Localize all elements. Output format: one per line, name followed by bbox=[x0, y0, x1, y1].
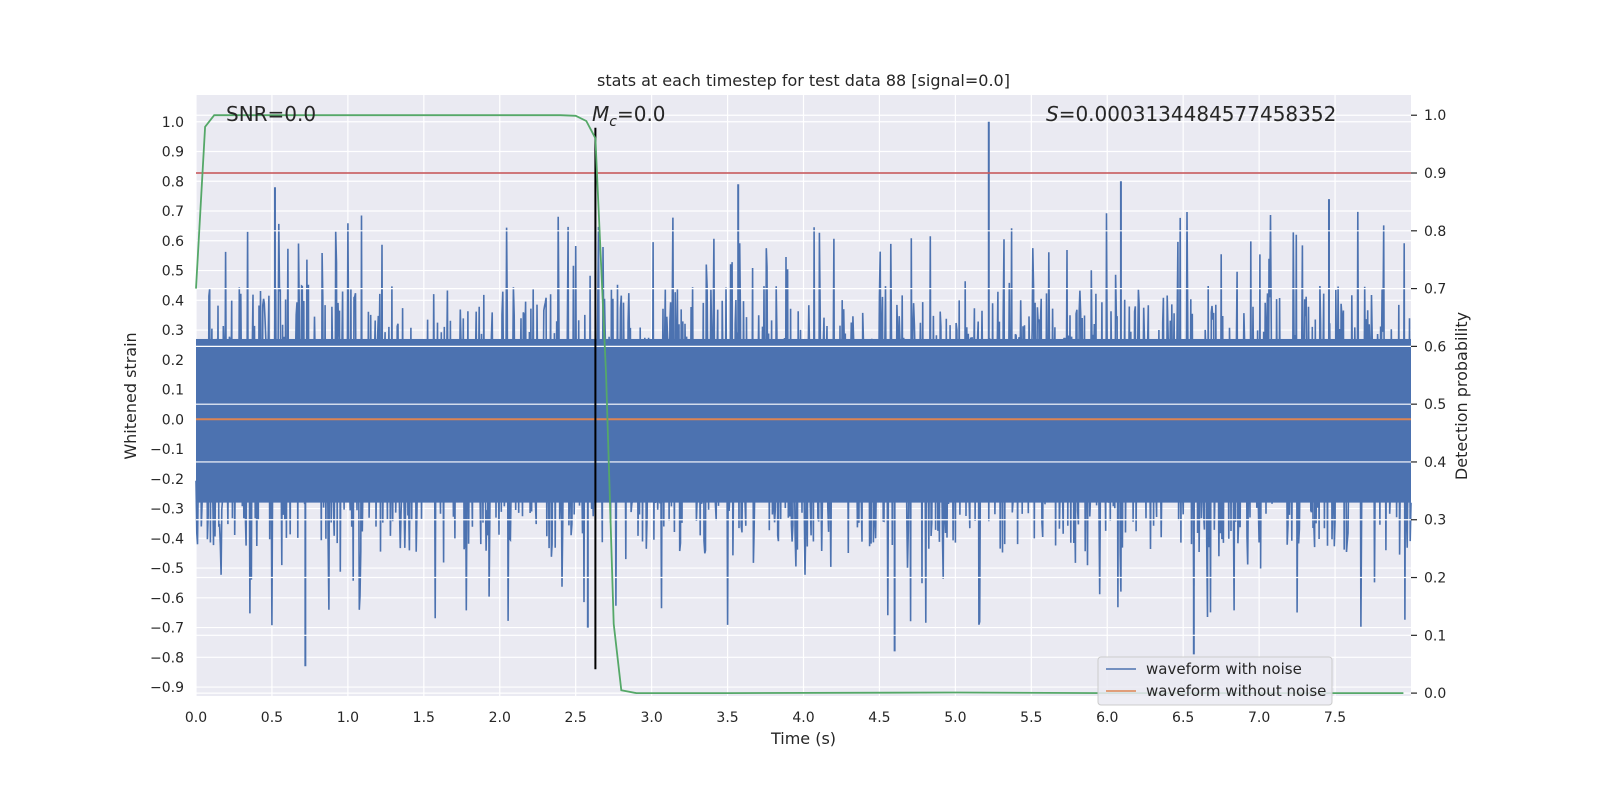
x-tick-label: 5.0 bbox=[944, 710, 966, 726]
y-tick-label-right: 0.6 bbox=[1424, 339, 1446, 355]
legend-frame bbox=[1097, 656, 1333, 706]
y-tick-label-right: 0.4 bbox=[1424, 455, 1446, 471]
x-tick-label: 1.0 bbox=[337, 710, 359, 726]
y-tick-label-left: 0.0 bbox=[162, 412, 184, 428]
y-tick-label-left: 0.4 bbox=[162, 293, 184, 309]
y-tick-label-right: 0.9 bbox=[1424, 166, 1446, 182]
x-tick-label: 3.5 bbox=[716, 710, 738, 726]
legend: waveform with noise waveform without noi… bbox=[1097, 656, 1333, 706]
y-tick-label-left: 1.0 bbox=[162, 115, 184, 131]
x-tick-label: 2.0 bbox=[489, 710, 511, 726]
y-tick-label-left: −0.1 bbox=[150, 442, 184, 458]
y-tick-label-right: 0.2 bbox=[1424, 571, 1446, 587]
y-tick-label-left: −0.6 bbox=[150, 591, 184, 607]
y-tick-label-left: −0.7 bbox=[150, 621, 184, 637]
mc-subscript: c bbox=[609, 114, 617, 130]
x-tick-label: 0.0 bbox=[185, 710, 207, 726]
x-tick-label: 0.5 bbox=[261, 710, 283, 726]
y-axis-label-left: Whitened strain bbox=[121, 332, 140, 459]
x-tick-label: 2.5 bbox=[565, 710, 587, 726]
x-axis-label: Time (s) bbox=[770, 729, 836, 748]
y-tick-label-left: 0.2 bbox=[162, 353, 184, 369]
x-tick-label: 6.5 bbox=[1172, 710, 1194, 726]
y-tick-label-left: 0.8 bbox=[162, 174, 184, 190]
mc-value: =0.0 bbox=[617, 102, 666, 126]
y-tick-label-right: 0.1 bbox=[1424, 628, 1446, 644]
y-tick-label-right: 0.5 bbox=[1424, 397, 1446, 413]
s-symbol: S bbox=[1046, 102, 1059, 126]
y-tick-label-left: 0.9 bbox=[162, 145, 184, 161]
x-tick-label: 5.5 bbox=[1020, 710, 1042, 726]
chart-title: stats at each timestep for test data 88 … bbox=[597, 71, 1010, 90]
y-tick-label-left: −0.9 bbox=[150, 680, 184, 696]
y-tick-label-left: 0.7 bbox=[162, 204, 184, 220]
data-layer bbox=[195, 114, 1412, 694]
detection-probability-line bbox=[195, 114, 1404, 694]
x-tick-label: 4.5 bbox=[868, 710, 890, 726]
y-axis-label-right: Detection probability bbox=[1452, 312, 1471, 480]
y-tick-label-left: 0.1 bbox=[162, 383, 184, 399]
waveform-with-noise-core bbox=[196, 338, 1411, 503]
mc-symbol: M bbox=[592, 102, 609, 126]
x-tick-label: 1.5 bbox=[413, 710, 435, 726]
y-tick-label-left: −0.2 bbox=[150, 472, 184, 488]
y-tick-label-left: −0.3 bbox=[150, 502, 184, 518]
y-tick-label-left: 0.5 bbox=[162, 264, 184, 280]
x-tick-label: 6.0 bbox=[1096, 710, 1118, 726]
y-tick-label-right: 0.8 bbox=[1424, 224, 1446, 240]
x-tick-label: 7.5 bbox=[1324, 710, 1346, 726]
y-tick-label-left: −0.8 bbox=[150, 650, 184, 666]
mc-annotation: Mc=0.0 bbox=[592, 102, 666, 130]
y-tick-label-left: −0.4 bbox=[150, 531, 184, 547]
x-tick-label: 7.0 bbox=[1248, 710, 1270, 726]
y-tick-label-right: 0.0 bbox=[1424, 686, 1446, 702]
snr-annotation: SNR=0.0 bbox=[226, 102, 316, 126]
y-tick-label-right: 0.7 bbox=[1424, 282, 1446, 298]
y-tick-label-left: −0.5 bbox=[150, 561, 184, 577]
y-tick-label-right: 1.0 bbox=[1424, 108, 1446, 124]
s-annotation: S=0.0003134484577458352 bbox=[1046, 102, 1336, 126]
legend-label-noise: waveform with noise bbox=[1146, 660, 1302, 678]
y-tick-label-left: 0.3 bbox=[162, 323, 184, 339]
y-tick-label-right: 0.3 bbox=[1424, 513, 1446, 529]
x-tick-label: 3.0 bbox=[640, 710, 662, 726]
x-tick-label: 4.0 bbox=[792, 710, 814, 726]
legend-label-clean: waveform without noise bbox=[1146, 682, 1326, 700]
axes-layer: 0.0 0.5 1.0 1.5 2.0 2.5 3.0 3.5 4.0 4.5 5.0 5.5 6.0 6… bbox=[150, 108, 1446, 726]
y-tick-label-left: 0.6 bbox=[162, 234, 184, 250]
s-value: =0.0003134484577458352 bbox=[1059, 102, 1337, 126]
